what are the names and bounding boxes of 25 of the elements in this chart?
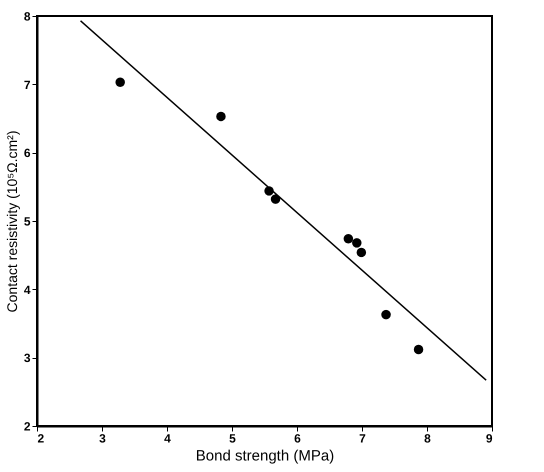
point	[414, 344, 424, 354]
x-tick-label: 8	[424, 432, 432, 446]
x-tick-label: 5	[229, 432, 236, 446]
x-tick-label: 9	[486, 432, 493, 446]
point	[344, 234, 354, 244]
point	[356, 248, 366, 258]
y-tick-label: 4	[24, 282, 31, 297]
y-tick-label: 5	[24, 214, 31, 228]
x-tick-label: 3	[99, 432, 106, 446]
x-tick-label: 4	[164, 432, 172, 446]
y-tick-label: 7	[24, 78, 31, 92]
y-tick-label: 3	[24, 351, 31, 366]
x-tick-label: 6	[294, 432, 302, 446]
x-axis-title: Bond strength (MPa)	[196, 448, 334, 464]
point	[352, 238, 362, 248]
x-tick-label: 7	[359, 432, 366, 446]
y-tick-label: 8	[24, 10, 31, 24]
point	[216, 112, 226, 122]
y-tick-label: 6	[24, 146, 31, 160]
y-axis-title: Contact resistivity (10⁵Ω.cm²)	[4, 130, 20, 312]
point	[381, 310, 391, 320]
y-tick-label: 2	[24, 420, 31, 434]
x-tick-label: 2	[38, 432, 44, 446]
point	[270, 194, 280, 204]
point	[115, 78, 125, 88]
